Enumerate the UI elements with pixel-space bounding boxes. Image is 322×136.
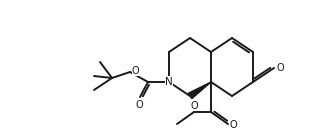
Text: N: N bbox=[165, 77, 173, 87]
Text: O: O bbox=[230, 120, 238, 130]
Text: O: O bbox=[132, 66, 140, 76]
Polygon shape bbox=[188, 82, 211, 99]
Text: O: O bbox=[277, 63, 285, 73]
Text: O: O bbox=[135, 100, 143, 110]
Text: O: O bbox=[190, 101, 198, 111]
